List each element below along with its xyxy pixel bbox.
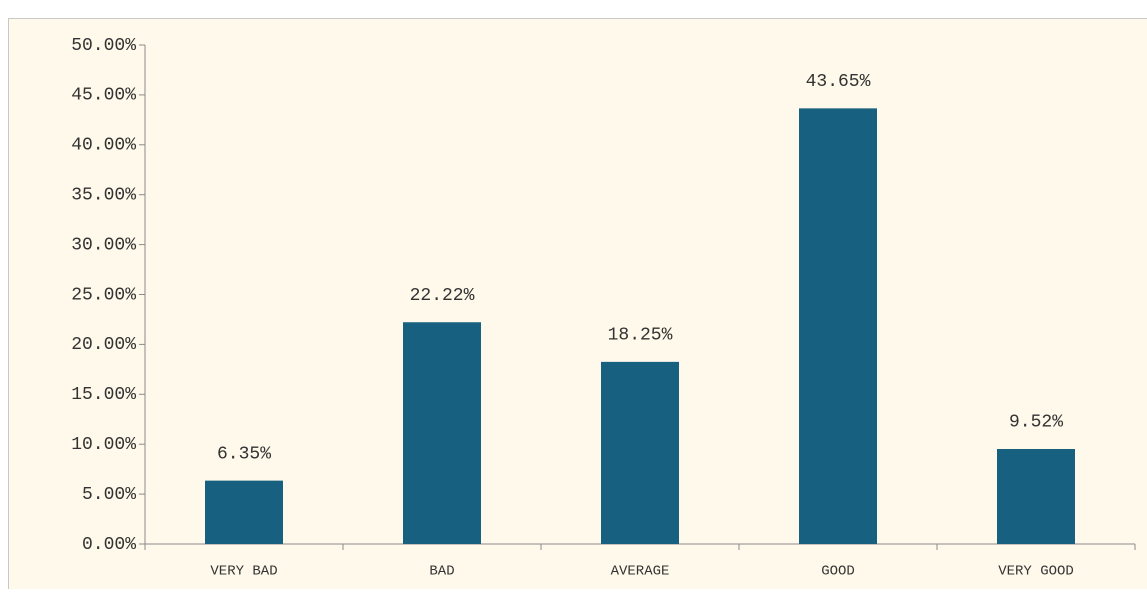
bar — [799, 108, 877, 544]
y-tick-label: 35.00% — [71, 185, 136, 205]
y-tick-label: 30.00% — [71, 235, 136, 255]
x-tick-label: VERY GOOD — [998, 564, 1074, 580]
x-tick-label: GOOD — [821, 564, 855, 580]
chart-background — [9, 19, 1147, 590]
value-label: 9.52% — [1009, 413, 1063, 433]
y-tick-label: 5.00% — [82, 485, 136, 505]
x-tick-label: AVERAGE — [611, 564, 670, 580]
y-tick-label: 40.00% — [71, 136, 136, 156]
value-label: 22.22% — [410, 286, 475, 306]
bar — [403, 322, 481, 544]
y-tick-label: 15.00% — [71, 385, 136, 405]
y-tick-label: 45.00% — [71, 86, 136, 106]
y-tick-label: 25.00% — [71, 285, 136, 305]
x-tick-label: VERY BAD — [210, 564, 277, 580]
x-tick-label: BAD — [429, 564, 454, 580]
y-tick-label: 10.00% — [71, 435, 136, 455]
y-tick-label: 50.00% — [71, 36, 136, 56]
bar — [205, 481, 283, 544]
bar — [997, 449, 1075, 544]
value-label: 43.65% — [806, 72, 871, 92]
value-label: 6.35% — [217, 444, 271, 464]
bar — [601, 362, 679, 544]
value-label: 18.25% — [608, 326, 673, 346]
y-tick-label: 0.00% — [82, 535, 136, 555]
y-tick-label: 20.00% — [71, 335, 136, 355]
